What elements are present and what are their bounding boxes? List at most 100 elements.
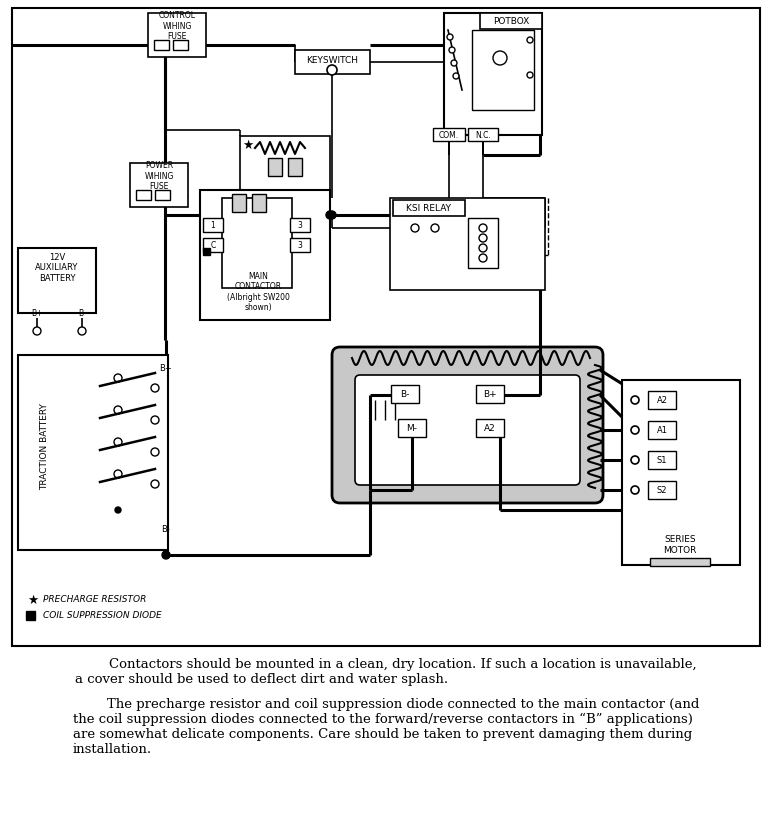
Bar xyxy=(433,128,465,141)
Circle shape xyxy=(479,224,487,232)
Bar xyxy=(390,198,545,290)
Bar xyxy=(650,558,710,566)
Bar xyxy=(648,421,676,439)
Text: B+: B+ xyxy=(31,308,42,317)
Circle shape xyxy=(631,456,639,464)
Text: 12V
AUXILIARY
BATTERY: 12V AUXILIARY BATTERY xyxy=(36,253,79,283)
Text: Contactors should be mounted in a clean, dry location. If such a location is una: Contactors should be mounted in a clean,… xyxy=(75,658,697,686)
Circle shape xyxy=(114,406,122,414)
Text: S1: S1 xyxy=(657,456,667,465)
Bar xyxy=(472,30,534,110)
Bar xyxy=(232,194,246,212)
Circle shape xyxy=(151,448,159,456)
Text: B+: B+ xyxy=(483,390,497,398)
Text: B-: B- xyxy=(401,390,410,398)
Text: The precharge resistor and coil suppression diode connected to the main contacto: The precharge resistor and coil suppress… xyxy=(73,698,699,756)
Text: ★: ★ xyxy=(27,593,39,606)
Text: 1: 1 xyxy=(211,221,215,230)
Circle shape xyxy=(451,60,457,66)
Bar xyxy=(26,611,35,620)
Text: MAIN
CONTACTOR
(Albright SW200
shown): MAIN CONTACTOR (Albright SW200 shown) xyxy=(226,272,290,312)
Circle shape xyxy=(326,211,334,219)
Text: SERIES
MOTOR: SERIES MOTOR xyxy=(663,536,696,555)
Bar xyxy=(155,190,170,200)
Circle shape xyxy=(33,327,41,335)
Circle shape xyxy=(411,224,419,232)
Circle shape xyxy=(493,51,507,65)
Bar xyxy=(18,248,96,313)
Circle shape xyxy=(631,486,639,494)
Text: PRECHARGE RESISTOR: PRECHARGE RESISTOR xyxy=(43,596,147,605)
Circle shape xyxy=(479,254,487,262)
Text: POWER
WIHING
FUSE: POWER WIHING FUSE xyxy=(144,161,174,191)
Text: M-: M- xyxy=(407,423,418,432)
Text: B+: B+ xyxy=(160,363,172,372)
Text: B-: B- xyxy=(161,526,171,535)
Bar xyxy=(290,218,310,232)
Text: 3: 3 xyxy=(297,241,303,250)
Bar xyxy=(648,451,676,469)
Text: A2: A2 xyxy=(484,423,496,432)
Bar xyxy=(393,200,465,216)
Bar xyxy=(444,13,542,135)
Text: KEYSWITCH: KEYSWITCH xyxy=(306,56,358,64)
Text: CONTROL
WIHING
FUSE: CONTROL WIHING FUSE xyxy=(158,11,195,41)
Text: 3: 3 xyxy=(297,221,303,230)
Circle shape xyxy=(162,551,170,559)
Bar xyxy=(480,13,542,29)
Bar xyxy=(136,190,151,200)
Bar xyxy=(476,419,504,437)
Bar xyxy=(252,194,266,212)
Bar xyxy=(476,385,504,403)
Bar xyxy=(18,355,168,550)
Bar xyxy=(622,380,740,565)
Bar xyxy=(130,163,188,207)
Text: ★: ★ xyxy=(242,138,254,152)
Circle shape xyxy=(527,72,533,78)
Text: B-: B- xyxy=(78,308,86,317)
Bar xyxy=(648,481,676,499)
FancyBboxPatch shape xyxy=(332,347,603,503)
Circle shape xyxy=(449,47,455,53)
Text: N.C.: N.C. xyxy=(475,131,491,139)
Circle shape xyxy=(631,396,639,404)
Circle shape xyxy=(447,34,453,40)
Bar xyxy=(203,218,223,232)
Circle shape xyxy=(151,384,159,392)
Bar xyxy=(154,40,169,50)
Circle shape xyxy=(479,234,487,242)
Bar xyxy=(173,40,188,50)
Circle shape xyxy=(78,327,86,335)
Bar xyxy=(203,238,223,252)
Circle shape xyxy=(114,438,122,446)
Bar xyxy=(288,158,302,176)
Text: COM.: COM. xyxy=(439,131,459,139)
Circle shape xyxy=(114,470,122,478)
Bar xyxy=(391,385,419,403)
Circle shape xyxy=(115,507,121,513)
Bar xyxy=(398,419,426,437)
Bar xyxy=(648,391,676,409)
Text: C: C xyxy=(211,241,215,250)
Bar xyxy=(12,8,760,646)
Text: A2: A2 xyxy=(656,396,668,405)
Text: A1: A1 xyxy=(656,426,668,435)
Text: KSI RELAY: KSI RELAY xyxy=(407,203,452,212)
Circle shape xyxy=(453,73,459,79)
Circle shape xyxy=(151,480,159,488)
Bar xyxy=(295,50,370,74)
Text: S2: S2 xyxy=(657,486,667,495)
Bar xyxy=(203,248,210,255)
Bar xyxy=(268,158,282,176)
Text: POTBOX: POTBOX xyxy=(493,17,529,26)
Circle shape xyxy=(631,426,639,434)
Circle shape xyxy=(527,37,533,43)
Bar xyxy=(222,198,292,288)
Bar xyxy=(148,13,206,57)
Text: COIL SUPPRESSION DIODE: COIL SUPPRESSION DIODE xyxy=(43,611,162,620)
Bar xyxy=(290,238,310,252)
Text: TRACTION BATTERY: TRACTION BATTERY xyxy=(40,403,49,491)
Bar xyxy=(468,128,498,141)
Circle shape xyxy=(114,374,122,382)
Circle shape xyxy=(328,211,336,219)
